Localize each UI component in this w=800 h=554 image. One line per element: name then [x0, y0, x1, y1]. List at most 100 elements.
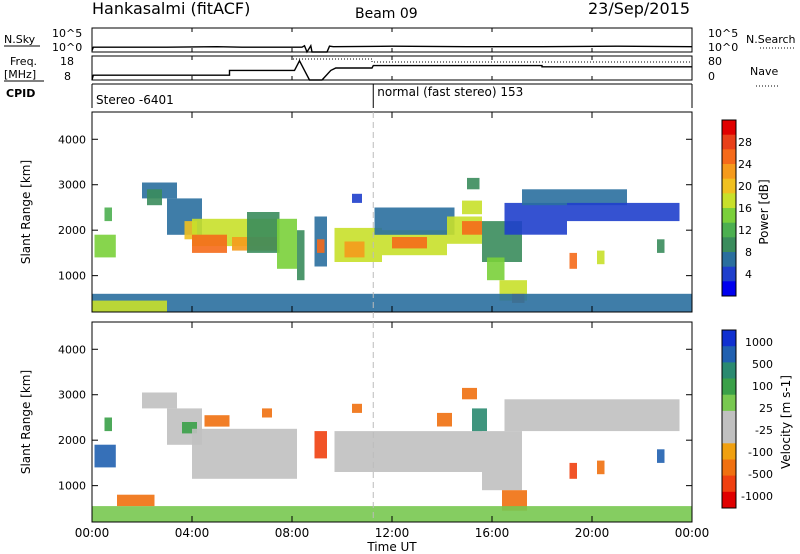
velocity-colorbar-seg-8 — [722, 459, 736, 477]
velocity-colorbar-seg-2 — [722, 362, 736, 380]
power-colorbar-seg-1 — [722, 134, 736, 150]
velocity-cells-ytick-label-1: 2000 — [58, 434, 86, 447]
cpid-segment-normal: normal (fast stereo) 153 — [377, 85, 523, 99]
power-cells-ytick-label-3: 4000 — [58, 133, 86, 146]
velocity-colorbar-tick-6: -500 — [748, 468, 773, 481]
time-tick-label-4: 16:00 — [475, 526, 510, 540]
time-tick-label-2: 08:00 — [275, 526, 310, 540]
velocity-colorbar-tick-0: 1000 — [745, 336, 773, 349]
velocity-cells-ytick-label-2: 3000 — [58, 389, 86, 402]
noise-left-tick-top: 10^5 — [52, 27, 82, 40]
power-colorbar-tick-6: 28 — [738, 136, 752, 149]
power-colorbar-seg-11 — [722, 281, 736, 297]
power-colorbar-seg-8 — [722, 237, 736, 253]
time-tick-label-0: 00:00 — [75, 526, 110, 540]
freq-left-label: Freq. — [10, 55, 37, 68]
power-cells-cell-16 — [352, 193, 362, 203]
power-cells-ytick-label-1: 2000 — [58, 224, 86, 237]
velocity-cells-cell-1 — [104, 417, 112, 432]
power-colorbar-seg-0 — [722, 120, 736, 136]
velocity-cells-cell-2 — [142, 392, 177, 409]
velocity-cells-cell-12 — [462, 387, 477, 400]
velocity-colorbar-tick-5: -100 — [748, 446, 773, 459]
velocity-colorbar-label: Velocity [m s-1] — [779, 375, 793, 469]
noise-line — [91, 43, 693, 54]
velocity-colorbar-seg-4 — [722, 394, 736, 412]
power-cells-cell-29 — [522, 189, 627, 206]
power-colorbar: 4 8 12 16 20 24 28 — [721, 119, 752, 297]
power-cells-cell-18 — [392, 237, 427, 249]
noise-right-tick-bottom: 10^0 — [708, 41, 738, 54]
velocity-cells-cell-8 — [314, 431, 327, 459]
velocity-cells-cell-14 — [482, 431, 522, 491]
date-label: 23/Sep/2015 — [588, 0, 690, 18]
velocity-cells-cell-21 — [117, 494, 155, 507]
noise-right-label: N.Search — [746, 33, 796, 46]
velocity-colorbar-seg-0 — [722, 330, 736, 347]
power-colorbar-tick-3: 16 — [738, 202, 752, 215]
power-colorbar-tick-4: 20 — [738, 180, 752, 193]
power-colorbar-seg-6 — [722, 208, 736, 224]
velocity-cells-cell-18 — [597, 460, 605, 475]
power-cells-cell-3 — [147, 189, 162, 206]
velocity-colorbar-frame — [721, 329, 737, 509]
power-colorbar-tick-1: 8 — [745, 246, 752, 259]
velocity-cells-cell-11 — [437, 412, 452, 427]
power-colorbar-tick-2: 12 — [738, 224, 752, 237]
velocity-colorbar-seg-10 — [722, 491, 736, 509]
freq-left-tick-bottom: 8 — [64, 70, 71, 83]
time-tick-label-5: 20:00 — [575, 526, 610, 540]
velocity-cells-cell-17 — [569, 462, 577, 479]
velocity-cells-cell-16 — [504, 399, 680, 432]
power-cells-ytick-label-2: 3000 — [58, 179, 86, 192]
power-cells-cell-34 — [92, 293, 692, 312]
noise-left-label: N.Sky — [4, 33, 36, 46]
noise-panel: N.Sky 10^5 10^0 10^5 10^0 N.Search — [4, 27, 796, 54]
velocity-colorbar-seg-7 — [722, 443, 736, 460]
power-colorbar-seg-7 — [722, 222, 736, 238]
velocity-colorbar-seg-9 — [722, 475, 736, 493]
velocity-colorbar-seg-5 — [722, 410, 736, 428]
velocity-heatmap — [92, 387, 692, 522]
cpid-panel: CPID Stereo -6401 normal (fast stereo) 1… — [6, 83, 693, 108]
power-heatmap — [92, 177, 692, 312]
power-cells-cell-1 — [104, 207, 112, 222]
power-cells-cell-30 — [567, 202, 680, 222]
velocity-cells-ytick-label-3: 4000 — [58, 343, 86, 356]
power-colorbar-seg-9 — [722, 252, 736, 268]
station-title: Hankasalmi (fitACF) — [92, 0, 250, 18]
freq-left-unit: [MHz] — [4, 68, 36, 81]
velocity-cells-cell-4 — [182, 422, 197, 434]
power-cells-cell-28 — [504, 202, 567, 235]
nave-right-label: Nave — [750, 65, 778, 78]
velocity-colorbar-seg-3 — [722, 378, 736, 396]
frequency-panel: Freq. [MHz] 18 8 80 0 Nave — [4, 55, 778, 87]
power-y-label: Slant Range [km] — [19, 160, 33, 264]
frequency-line — [91, 59, 692, 81]
power-cells-cell-10 — [277, 218, 297, 269]
velocity-colorbar-seg-6 — [722, 427, 736, 444]
power-cells-cell-33 — [657, 239, 665, 253]
power-colorbar-tick-5: 24 — [738, 158, 752, 171]
power-cells-cell-11 — [297, 230, 305, 281]
velocity-cells-cell-13 — [472, 408, 487, 432]
velocity-colorbar-tick-1: 500 — [752, 358, 773, 371]
noise-series — [91, 43, 693, 54]
noise-right-tick-top: 10^5 — [708, 27, 738, 40]
power-panel: 1000 2000 3000 4000 Slant Range [km] 4 8 12 16… — [19, 111, 771, 313]
power-cells-cell-22 — [462, 200, 482, 215]
velocity-cells-cell-7 — [262, 408, 272, 418]
velocity-cells-ytick-label-0: 1000 — [58, 480, 86, 493]
time-axis: 00:00 04:00 08:00 12:00 16:00 20:00 00:00 — [75, 28, 709, 540]
power-cells-cell-0 — [94, 234, 116, 258]
power-cells-cell-35 — [92, 300, 167, 312]
velocity-cells-cell-20 — [92, 506, 692, 522]
velocity-cells-cell-5 — [192, 428, 297, 479]
velocity-colorbar-tick-4: -25 — [755, 424, 773, 437]
time-tick-label-3: 12:00 — [375, 526, 410, 540]
nave-right-tick-bottom: 0 — [708, 70, 715, 83]
power-cells-cell-31 — [569, 252, 577, 269]
velocity-y-axis: 1000 2000 3000 4000 — [58, 343, 692, 493]
power-colorbar-frame — [721, 119, 737, 297]
frequency-series — [91, 55, 692, 81]
